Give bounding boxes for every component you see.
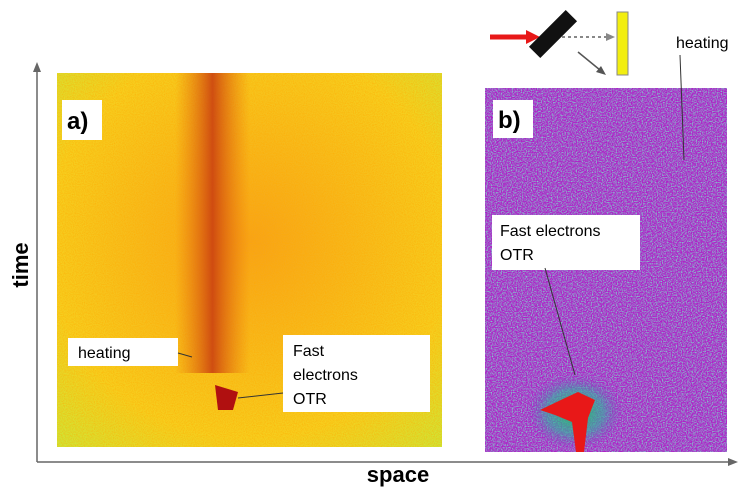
annotation: electrons bbox=[293, 367, 358, 384]
arrowhead bbox=[728, 458, 738, 466]
target bbox=[529, 10, 577, 58]
annotation: heating bbox=[676, 35, 729, 52]
setup-sketch bbox=[490, 10, 628, 75]
panel-b: b) heating Fast electrons OTR bbox=[485, 35, 729, 452]
annotation: heating bbox=[78, 345, 131, 362]
arrowhead bbox=[33, 62, 41, 72]
annotation: Fast electrons bbox=[500, 223, 600, 240]
panel-a: a) heating Fast electrons OTR bbox=[57, 73, 442, 447]
beam bbox=[578, 52, 600, 70]
panel-label: a) bbox=[67, 108, 88, 135]
arrowhead bbox=[606, 33, 615, 41]
figure: time space a) heating Fast electrons OTR… bbox=[0, 0, 744, 488]
annotation: Fast bbox=[293, 343, 325, 360]
annotation: OTR bbox=[500, 247, 534, 264]
y-axis-label: time bbox=[8, 242, 33, 287]
screen bbox=[617, 12, 628, 75]
annotation: OTR bbox=[293, 391, 327, 408]
panel-label: b) bbox=[498, 107, 521, 134]
heating-trace bbox=[175, 73, 250, 373]
x-axis-label: space bbox=[367, 462, 429, 487]
